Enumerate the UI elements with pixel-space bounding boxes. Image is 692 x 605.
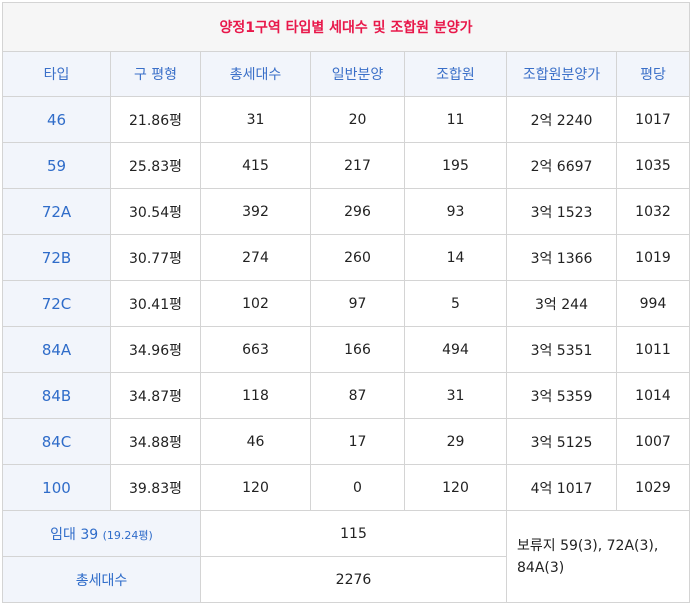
price-per-pyeong-cell: 1007 <box>616 418 690 465</box>
price-per-pyeong-cell: 1029 <box>616 464 690 511</box>
general-sale-cell: 260 <box>310 234 405 281</box>
member-price-cell: 3억 5351 <box>506 326 617 373</box>
pyeong-cell: 34.88평 <box>110 418 201 465</box>
table-row: 84C 34.88평 46 17 29 3억 5125 1007 <box>2 418 690 465</box>
type-cell: 72C <box>2 280 111 327</box>
member-price-cell: 3억 5359 <box>506 372 617 419</box>
type-cell: 84C <box>2 418 111 465</box>
total-units-cell: 120 <box>200 464 311 511</box>
member-price-cell: 3억 1523 <box>506 188 617 235</box>
member-price-cell: 3억 244 <box>506 280 617 327</box>
member-price-cell: 3억 1366 <box>506 234 617 281</box>
price-per-pyeong-cell: 1035 <box>616 142 690 189</box>
type-cell: 72B <box>2 234 111 281</box>
pyeong-cell: 25.83평 <box>110 142 201 189</box>
price-per-pyeong-cell: 1019 <box>616 234 690 281</box>
member-cell: 14 <box>404 234 507 281</box>
rental-sub-label: (19.24평) <box>102 528 153 542</box>
type-cell: 72A <box>2 188 111 235</box>
general-sale-cell: 166 <box>310 326 405 373</box>
member-cell: 29 <box>404 418 507 465</box>
price-per-pyeong-cell: 994 <box>616 280 690 327</box>
price-per-pyeong-cell: 1032 <box>616 188 690 235</box>
column-header: 구 평형 <box>110 51 201 97</box>
general-sale-cell: 217 <box>310 142 405 189</box>
member-cell: 5 <box>404 280 507 327</box>
table-row: 84B 34.87평 118 87 31 3억 5359 1014 <box>2 372 690 419</box>
total-row: 총세대수 2276 <box>2 556 690 603</box>
general-sale-cell: 87 <box>310 372 405 419</box>
total-label: 총세대수 <box>2 556 201 603</box>
table-row: 59 25.83평 415 217 195 2억 6697 1035 <box>2 142 690 189</box>
rental-label: 임대 39 <box>50 526 99 543</box>
price-per-pyeong-cell: 1014 <box>616 372 690 419</box>
table-row: 72B 30.77평 274 260 14 3억 1366 1019 <box>2 234 690 281</box>
general-sale-cell: 97 <box>310 280 405 327</box>
member-cell: 31 <box>404 372 507 419</box>
pyeong-cell: 34.96평 <box>110 326 201 373</box>
column-header: 일반분양 <box>310 51 405 97</box>
table-row: 84A 34.96평 663 166 494 3억 5351 1011 <box>2 326 690 373</box>
pyeong-cell: 30.54평 <box>110 188 201 235</box>
price-per-pyeong-cell: 1017 <box>616 96 690 143</box>
total-units-cell: 663 <box>200 326 311 373</box>
total-units-cell: 392 <box>200 188 311 235</box>
general-sale-cell: 296 <box>310 188 405 235</box>
total-value: 2276 <box>200 556 507 603</box>
type-cell: 59 <box>2 142 111 189</box>
pyeong-cell: 30.77평 <box>110 234 201 281</box>
total-units-cell: 415 <box>200 142 311 189</box>
member-cell: 93 <box>404 188 507 235</box>
table-row: 46 21.86평 31 20 11 2억 2240 1017 <box>2 96 690 143</box>
member-cell: 494 <box>404 326 507 373</box>
rental-value: 115 <box>200 510 507 557</box>
price-per-pyeong-cell: 1011 <box>616 326 690 373</box>
table-row: 100 39.83평 120 0 120 4억 1017 1029 <box>2 464 690 511</box>
member-cell: 120 <box>404 464 507 511</box>
total-units-cell: 274 <box>200 234 311 281</box>
type-cell: 84A <box>2 326 111 373</box>
total-units-cell: 46 <box>200 418 311 465</box>
pyeong-cell: 34.87평 <box>110 372 201 419</box>
rental-label-cell: 임대 39 (19.24평) <box>2 510 201 557</box>
pyeong-cell: 39.83평 <box>110 464 201 511</box>
member-price-cell: 2억 2240 <box>506 96 617 143</box>
column-header: 조합원 <box>404 51 507 97</box>
total-units-cell: 118 <box>200 372 311 419</box>
pyeong-cell: 21.86평 <box>110 96 201 143</box>
member-cell: 195 <box>404 142 507 189</box>
column-header: 평당 <box>616 51 690 97</box>
member-price-cell: 4억 1017 <box>506 464 617 511</box>
general-sale-cell: 17 <box>310 418 405 465</box>
rental-row: 임대 39 (19.24평) 115 보류지 59(3), 72A(3), 84A(… <box>2 510 690 603</box>
table-row: 72C 30.41평 102 97 5 3억 244 994 <box>2 280 690 327</box>
type-cell: 100 <box>2 464 111 511</box>
type-cell: 46 <box>2 96 111 143</box>
total-units-cell: 102 <box>200 280 311 327</box>
member-price-cell: 3억 5125 <box>506 418 617 465</box>
type-cell: 84B <box>2 372 111 419</box>
general-sale-cell: 0 <box>310 464 405 511</box>
table-title: 양정1구역 타입별 세대수 및 조합원 분양가 <box>2 2 690 52</box>
member-cell: 11 <box>404 96 507 143</box>
pyeong-cell: 30.41평 <box>110 280 201 327</box>
header-row: 타입 구 평형 총세대수 일반분양 조합원 조합원분양가 평당 <box>2 51 690 97</box>
reserved-units-note: 보류지 59(3), 72A(3), 84A(3) <box>506 510 690 603</box>
column-header: 조합원분양가 <box>506 51 617 97</box>
member-price-cell: 2억 6697 <box>506 142 617 189</box>
column-header: 총세대수 <box>200 51 311 97</box>
general-sale-cell: 20 <box>310 96 405 143</box>
table-row: 72A 30.54평 392 296 93 3억 1523 1032 <box>2 188 690 235</box>
column-header: 타입 <box>2 51 111 97</box>
total-units-cell: 31 <box>200 96 311 143</box>
